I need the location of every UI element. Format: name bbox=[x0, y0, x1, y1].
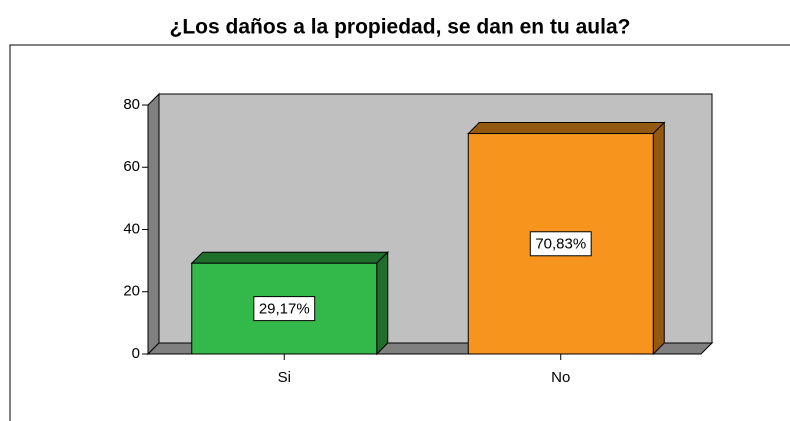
y-tick-label: 20 bbox=[123, 283, 140, 300]
y-tick-label: 80 bbox=[123, 96, 140, 113]
chart-title: ¿Los daños a la propiedad, se dan en tu … bbox=[170, 16, 631, 39]
bar-top bbox=[190, 251, 389, 264]
y-tick-label: 40 bbox=[123, 220, 140, 237]
x-tick-label: Si bbox=[278, 369, 291, 386]
data-label: 29,17% bbox=[259, 301, 310, 318]
y-tick-label: 0 bbox=[132, 345, 140, 362]
bar-top bbox=[467, 122, 666, 135]
chart-frame bbox=[9, 44, 790, 421]
data-label-box bbox=[253, 296, 316, 322]
data-label-box bbox=[529, 231, 592, 257]
data-label: 70,83% bbox=[535, 236, 586, 253]
y-tick-label: 60 bbox=[123, 158, 140, 175]
bar-side bbox=[652, 121, 665, 356]
bar-side bbox=[376, 251, 389, 356]
side-wall bbox=[147, 92, 160, 356]
x-tick-label: No bbox=[551, 369, 570, 386]
